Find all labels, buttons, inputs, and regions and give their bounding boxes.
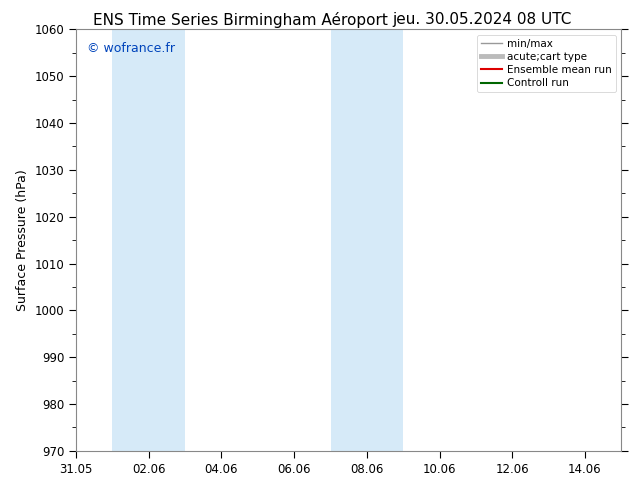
Text: © wofrance.fr: © wofrance.fr: [87, 42, 175, 55]
Bar: [330, 29, 403, 451]
Text: jeu. 30.05.2024 08 UTC: jeu. 30.05.2024 08 UTC: [392, 12, 571, 27]
Bar: [112, 29, 185, 451]
Legend: min/max, acute;cart type, Ensemble mean run, Controll run: min/max, acute;cart type, Ensemble mean …: [477, 35, 616, 92]
Y-axis label: Surface Pressure (hPa): Surface Pressure (hPa): [16, 169, 29, 311]
Text: ENS Time Series Birmingham Aéroport: ENS Time Series Birmingham Aéroport: [93, 12, 389, 28]
